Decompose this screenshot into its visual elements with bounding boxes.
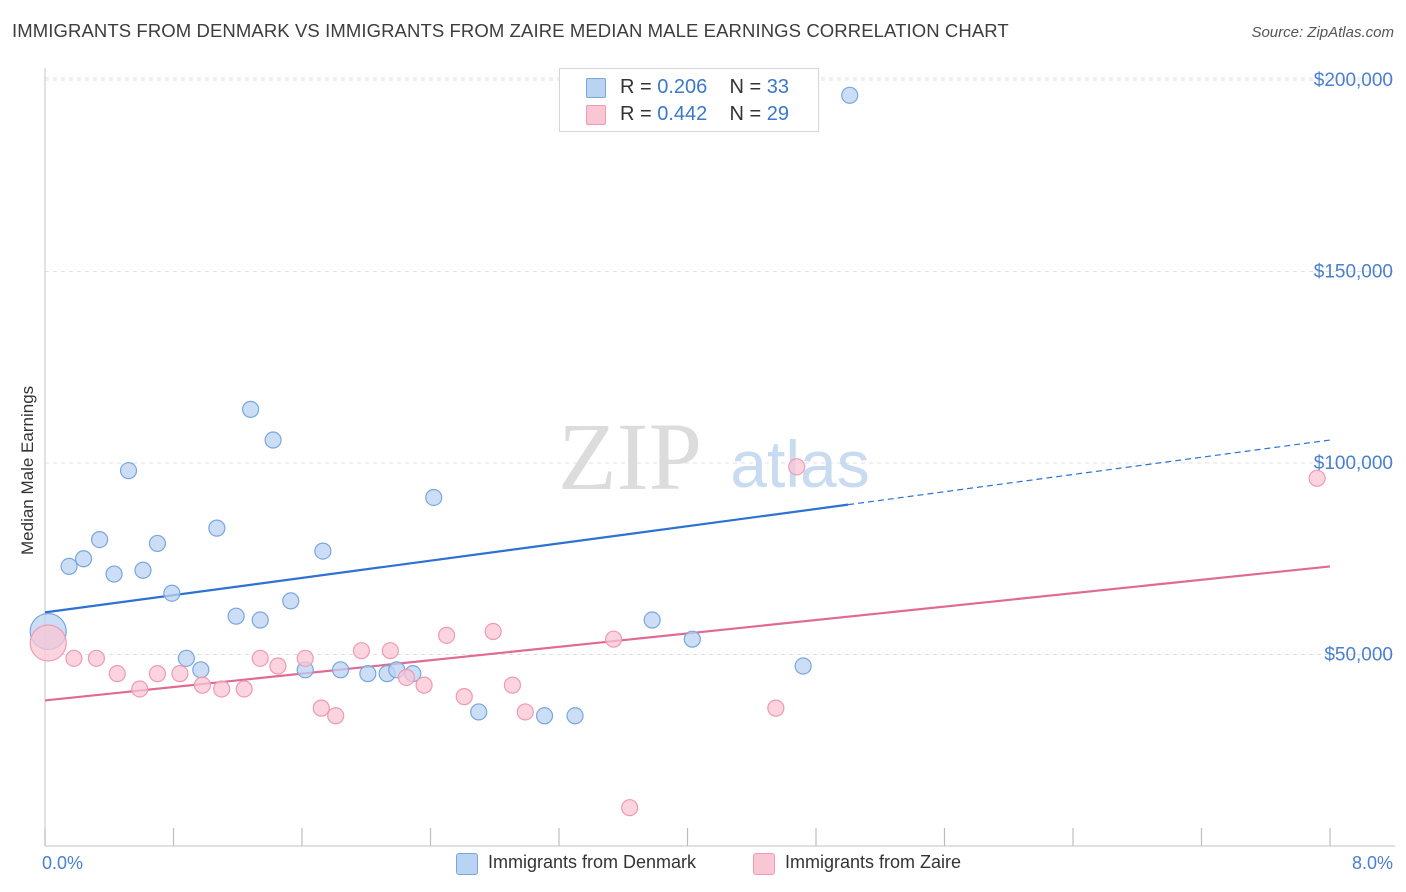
- point-zaire: [397, 668, 416, 687]
- point-zaire: [87, 649, 106, 667]
- point-zaire: [193, 676, 212, 694]
- point-denmark: [282, 592, 300, 610]
- point-zaire: [327, 707, 345, 725]
- point-zaire: [131, 680, 149, 698]
- legend-r-label: R =: [620, 76, 658, 98]
- point-denmark: [425, 488, 443, 507]
- bottom-legend-swatch-denmark: [456, 853, 478, 875]
- y-tick-label: $150,000: [1314, 262, 1393, 283]
- x-tick-label-max: 8.0%: [1352, 853, 1393, 873]
- point-denmark: [105, 565, 123, 583]
- point-zaire: [455, 688, 473, 706]
- point-denmark: [643, 611, 661, 629]
- point-denmark: [535, 707, 554, 725]
- point-denmark: [251, 611, 269, 629]
- point-denmark: [841, 86, 859, 104]
- scatter-points: [29, 86, 1326, 817]
- axes: [44, 68, 1395, 847]
- point-zaire: [767, 699, 785, 717]
- point-zaire: [503, 676, 522, 694]
- point-zaire: [108, 665, 126, 683]
- point-zaire: [312, 699, 330, 717]
- watermark: ZIP atlas: [558, 403, 870, 510]
- legend-n-label: N =: [729, 76, 767, 98]
- legend-r-value: 0.206: [657, 76, 708, 98]
- x-tick-label-min: 0.0%: [42, 853, 83, 873]
- point-denmark: [470, 703, 488, 721]
- point-zaire: [516, 703, 534, 721]
- legend-swatch-zaire: [586, 105, 606, 125]
- point-denmark: [177, 649, 195, 667]
- point-denmark: [566, 707, 584, 725]
- point-zaire: [171, 665, 189, 683]
- y-tick-label: $100,000: [1314, 453, 1393, 474]
- point-denmark: [242, 400, 260, 418]
- point-denmark: [148, 534, 167, 553]
- point-denmark: [192, 661, 210, 679]
- point-denmark: [794, 657, 812, 675]
- point-zaire: [148, 665, 167, 683]
- point-zaire: [415, 676, 433, 694]
- tick-labels: $50,000 $100,000 $150,000 $200,000 0.0% 8.0%: [42, 70, 1393, 873]
- point-denmark: [359, 665, 377, 683]
- chart-title: IMMIGRANTS FROM DENMARK VS IMMIGRANTS FR…: [12, 20, 1009, 41]
- legend-n-value: 29: [766, 103, 790, 125]
- point-zaire: [29, 624, 67, 662]
- point-zaire: [251, 649, 269, 667]
- point-denmark: [163, 584, 181, 602]
- point-denmark: [264, 431, 282, 449]
- point-zaire: [621, 799, 639, 817]
- y-tick-label: $50,000: [1324, 645, 1393, 666]
- legend-r-label: R =: [620, 103, 658, 125]
- point-denmark: [74, 550, 93, 568]
- watermark-zip: ZIP: [558, 403, 702, 510]
- legend-r-value: 0.442: [657, 103, 708, 125]
- correlation-legend: R = 0.206 N = 33 R = 0.442 N = 29: [559, 68, 819, 132]
- legend-swatch-denmark: [586, 78, 606, 98]
- point-denmark: [60, 557, 78, 576]
- point-denmark: [331, 661, 350, 679]
- legend-text-denmark: R = 0.206 N = 33: [620, 76, 789, 99]
- point-zaire: [788, 458, 806, 476]
- gridlines: [45, 77, 1395, 655]
- trend-line-dashed: [848, 439, 1331, 506]
- point-zaire: [605, 630, 623, 648]
- point-denmark: [208, 519, 226, 537]
- point-zaire: [1308, 469, 1326, 487]
- point-zaire: [213, 680, 231, 698]
- bottom-legend-label-zaire: Immigrants from Zaire: [785, 852, 962, 872]
- point-zaire: [352, 642, 371, 660]
- legend-n-value: 33: [766, 76, 790, 98]
- point-zaire: [381, 642, 399, 660]
- point-denmark: [227, 607, 245, 625]
- y-axis-label: Median Male Earnings: [18, 385, 37, 555]
- legend-n-label: N =: [729, 103, 767, 125]
- point-denmark: [119, 462, 138, 480]
- point-denmark: [91, 530, 109, 549]
- point-denmark: [683, 630, 701, 648]
- point-zaire: [484, 622, 502, 641]
- y-tick-label: $200,000: [1314, 70, 1393, 91]
- point-denmark: [134, 561, 152, 579]
- bottom-legend-swatch-zaire: [753, 853, 775, 875]
- point-zaire: [65, 649, 83, 667]
- point-zaire: [235, 680, 253, 698]
- point-zaire: [437, 626, 456, 644]
- legend-text-zaire: R = 0.442 N = 29: [620, 103, 789, 126]
- bottom-legend-label-denmark: Immigrants from Denmark: [488, 852, 697, 872]
- point-denmark: [314, 542, 332, 560]
- point-zaire: [269, 657, 287, 675]
- point-zaire: [296, 649, 314, 667]
- source-credit: Source: ZipAtlas.com: [1251, 24, 1394, 41]
